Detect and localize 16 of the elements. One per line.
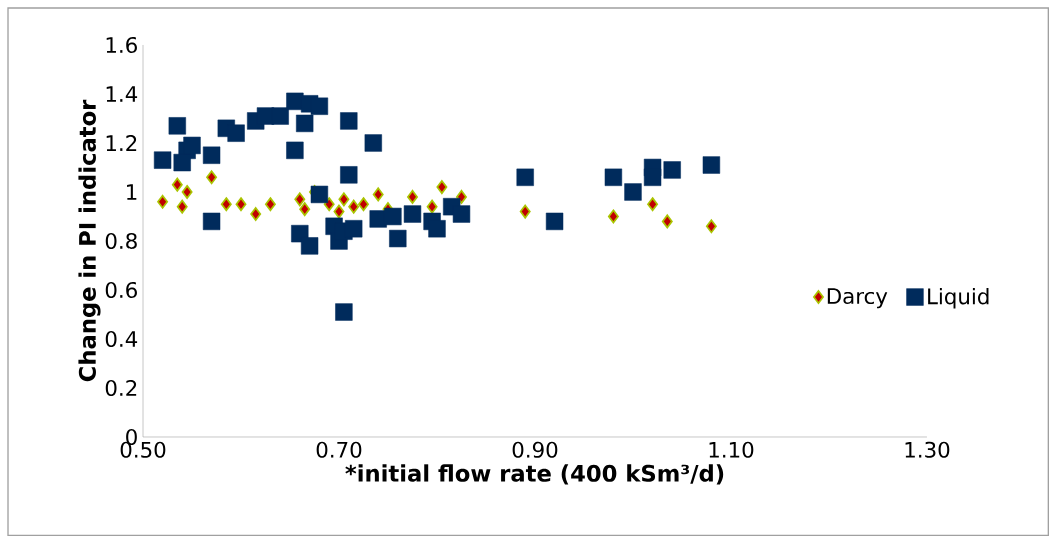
y-tick-label: 0.8 (105, 232, 137, 250)
y-tick-label: 1.4 (106, 86, 138, 102)
y-tick-label: 0.2 (105, 379, 137, 397)
y-tick-label: 1.6 (106, 36, 137, 54)
x-tick-label: 0.90 (512, 441, 558, 458)
y-tick-label: 0.4 (105, 330, 138, 348)
x-tick-label: 0.70 (316, 441, 362, 458)
legend-label: Liquid (928, 287, 989, 309)
y-axis-title: Change in PI indicator (78, 99, 101, 382)
x-tick-label: 1.30 (905, 441, 950, 458)
y-tick-label: 0.6 (105, 281, 137, 299)
y-tick-label: 1 (127, 184, 137, 200)
y-tick-label: 1.2 (106, 135, 137, 151)
legend-label: Darcy (827, 288, 888, 309)
x-tick-label: 1.10 (709, 441, 754, 458)
x-axis-title: *initial flow rate (400 kSm³/d) (345, 464, 724, 485)
